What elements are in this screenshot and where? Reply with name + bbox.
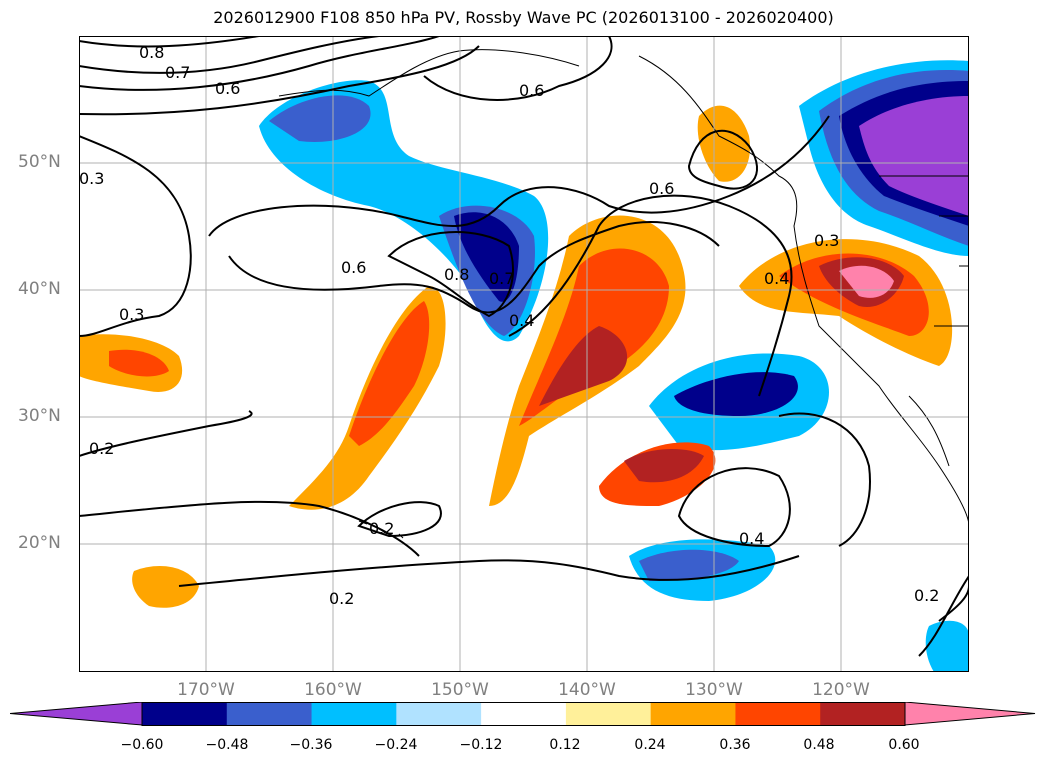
contour-label: 0.3: [79, 169, 104, 188]
lon-label-130w: 130°W: [685, 680, 743, 700]
contour-label: 0.8: [444, 265, 469, 284]
colorbar-tick-label: −0.60: [120, 737, 164, 753]
colorbar-extend-high: [904, 702, 1036, 726]
colorbar-tick-label: −0.24: [374, 737, 418, 753]
colorbar-extend-low: [10, 702, 143, 726]
contour-label: 0.4: [764, 269, 789, 288]
colorbar-tick-label: 0.12: [549, 737, 581, 753]
contour-label: 0.3: [814, 231, 839, 250]
lat-label-50n: 50°N: [18, 152, 61, 172]
map-plot-area[interactable]: 0.8 0.7 0.6 0.6 0.3 0.6 0.6 0.8 0.7 0.4 …: [79, 36, 969, 672]
colorbar-tick-label: 0.48: [803, 737, 835, 753]
contour-label: 0.2: [329, 589, 354, 608]
contour-label: 0.8: [139, 43, 164, 62]
colorbar-segment: [820, 702, 906, 725]
lat-label-30n: 30°N: [18, 406, 61, 426]
contour-label: 0.4: [739, 529, 764, 548]
lon-label-140w: 140°W: [558, 680, 616, 700]
colorbar-tick-label: 0.36: [719, 737, 751, 753]
colorbar-segment: [481, 702, 567, 725]
lon-label-170w: 170°W: [177, 680, 235, 700]
colorbar-tick-label: 0.60: [888, 737, 920, 753]
lat-label-40n: 40°N: [18, 279, 61, 299]
contour-label: 0.6: [215, 79, 240, 98]
pv-contours: [79, 36, 969, 657]
contour-label: 0.4: [509, 311, 534, 330]
contour-label: 0.2: [369, 519, 394, 538]
lat-label-20n: 20°N: [18, 533, 61, 553]
colorbar-segment: [226, 702, 313, 725]
colorbar-tick-label: −0.36: [289, 737, 333, 753]
contour-label: 0.2: [914, 586, 939, 605]
contour-label: 0.7: [489, 269, 514, 288]
colorbar: [10, 702, 1036, 726]
lon-label-150w: 150°W: [431, 680, 489, 700]
contour-labels: 0.8 0.7 0.6 0.6 0.3 0.6 0.6 0.8 0.7 0.4 …: [79, 43, 939, 608]
colorbar-segment: [396, 702, 482, 725]
lon-label-160w: 160°W: [304, 680, 362, 700]
contour-label: 0.2: [89, 439, 114, 458]
colorbar-segment: [735, 702, 821, 725]
gridlines: [79, 36, 969, 672]
colorbar-segment: [650, 702, 736, 725]
colorbar-segment: [565, 702, 652, 725]
lon-label-120w: 120°W: [812, 680, 870, 700]
contour-label: 0.6: [341, 258, 366, 277]
contour-label: 0.3: [119, 305, 144, 324]
contour-label: 0.6: [519, 81, 544, 100]
colorbar-segment: [142, 702, 228, 725]
map-title: 2026012900 F108 850 hPa PV, Rossby Wave …: [213, 8, 834, 27]
colorbar-tick-label: −0.48: [205, 737, 249, 753]
contour-label: 0.7: [165, 63, 190, 82]
colorbar-tick-label: −0.12: [459, 737, 503, 753]
colorbar-segment: [311, 702, 397, 725]
contour-label: 0.6: [649, 179, 674, 198]
colorbar-tick-label: 0.24: [634, 737, 666, 753]
